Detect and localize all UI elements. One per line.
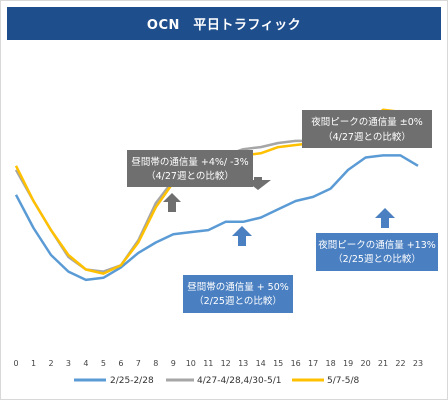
x-tick-label: 23 (413, 359, 423, 368)
x-tick-label: 18 (326, 359, 336, 368)
callout-line2: （2/25週との比較） (194, 295, 282, 307)
x-tick-label: 17 (308, 359, 318, 368)
callout-night-peak-vs-4-27: 夜間ピークの通信量 ±0% （4/27週との比較） (302, 110, 432, 148)
callout-line1: 昼間帯の通信量 + 50% (187, 281, 289, 293)
arrow-up-icon (163, 193, 181, 212)
x-tick-label: 4 (83, 359, 88, 368)
legend-label-4-27: 4/27-4/28,4/30-5/1 (197, 376, 281, 386)
callout-line2: （2/25週との比較） (333, 253, 421, 265)
callout-box (127, 150, 253, 187)
x-tick-label: 21 (378, 359, 388, 368)
x-tick-label: 11 (203, 359, 213, 368)
x-tick-label: 22 (395, 359, 405, 368)
callout-line1: 夜間ピークの通信量 +13% (318, 239, 436, 251)
arrow-up-icon (375, 208, 395, 228)
callout-line2: （4/27週との比較） (323, 131, 411, 143)
x-tick-label: 1 (31, 359, 36, 368)
x-tick-label: 20 (361, 359, 371, 368)
chart-title: OCN 平日トラフィック (7, 7, 441, 40)
callout-box (316, 233, 438, 271)
x-tick-label: 9 (171, 359, 176, 368)
callout-daytime-vs-4-27: 昼間帯の通信量 +4%/ -3% （4/27週との比較） (127, 150, 253, 187)
x-tick-label: 5 (101, 359, 106, 368)
x-tick-label: 19 (343, 359, 353, 368)
x-tick-label: 2 (48, 359, 53, 368)
callout-daytime-vs-2-25: 昼間帯の通信量 + 50% （2/25週との比較） (183, 275, 293, 313)
x-tick-label: 14 (256, 359, 266, 368)
x-tick-label: 12 (221, 359, 231, 368)
x-tick-label: 13 (238, 359, 248, 368)
callout-line1: 夜間ピークの通信量 ±0% (311, 116, 423, 128)
callout-box (183, 275, 293, 313)
callout-box (302, 110, 432, 148)
legend-label-5-7: 5/7-5/8 (327, 376, 359, 386)
x-tick-label: 16 (291, 359, 301, 368)
chart-legend: 2/25-2/28 4/27-4/28,4/30-5/1 5/7-5/8 (74, 376, 359, 386)
callout-line1: 昼間帯の通信量 +4%/ -3% (131, 156, 248, 168)
callout-night-peak-vs-2-25: 夜間ピークの通信量 +13% （2/25週との比較） (316, 233, 438, 271)
arrow-up-icon (232, 226, 252, 246)
x-tick-label: 6 (118, 359, 123, 368)
x-tick-label: 10 (186, 359, 196, 368)
legend-label-2-25: 2/25-2/28 (110, 376, 154, 386)
x-tick-label: 3 (66, 359, 71, 368)
x-tick-label: 15 (273, 359, 283, 368)
x-tick-label: 7 (136, 359, 141, 368)
arrow-down-icon (245, 177, 271, 190)
x-tick-label: 0 (13, 359, 18, 368)
series-line-0 (14, 154, 419, 282)
callout-line2: （4/27週との比較） (146, 170, 234, 182)
x-tick-label: 8 (153, 359, 158, 368)
